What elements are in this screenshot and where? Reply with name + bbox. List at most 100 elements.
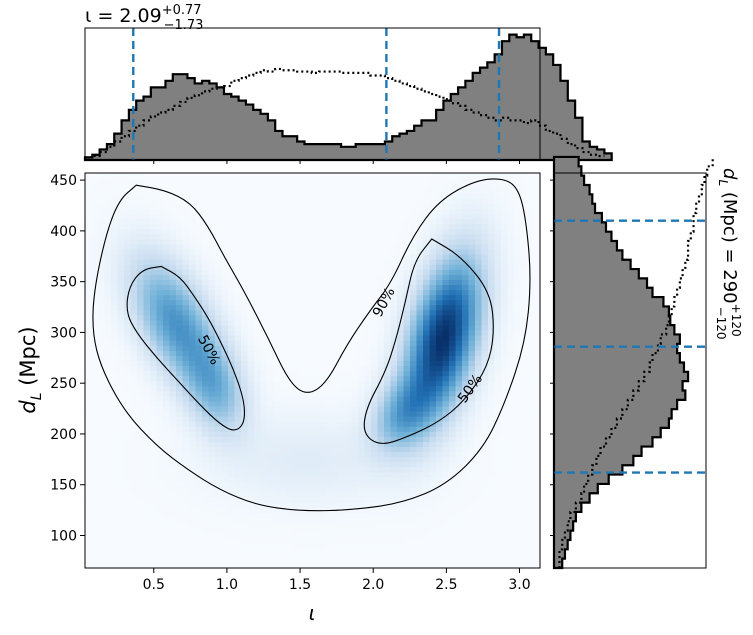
heatmap-cell xyxy=(442,254,450,260)
heatmap-cell xyxy=(377,178,385,184)
heatmap-cell xyxy=(345,436,353,442)
heatmap-cell xyxy=(98,269,106,275)
heatmap-cell xyxy=(286,324,294,331)
heatmap-cell xyxy=(416,324,424,331)
heatmap-cell xyxy=(371,466,379,473)
heatmap-cell xyxy=(358,350,366,356)
heatmap-cell xyxy=(169,395,177,402)
heatmap-cell xyxy=(241,188,249,194)
heatmap-cell xyxy=(436,304,444,311)
heatmap-cell xyxy=(332,486,340,493)
heatmap-cell xyxy=(176,284,184,291)
heatmap-cell xyxy=(468,203,476,210)
heatmap-cell xyxy=(325,350,333,356)
heatmap-cell xyxy=(429,243,437,250)
heatmap-cell xyxy=(390,542,398,549)
heatmap-cell xyxy=(130,233,138,240)
heatmap-cell xyxy=(130,213,138,220)
heatmap-cell xyxy=(91,345,99,351)
heatmap-cell xyxy=(124,421,132,427)
heatmap-cell xyxy=(215,324,223,331)
heatmap-cell xyxy=(293,385,301,392)
heatmap-cell xyxy=(189,400,197,407)
heatmap-cell xyxy=(137,492,145,498)
heatmap-cell xyxy=(416,527,424,534)
heatmap-cell xyxy=(234,289,242,296)
heatmap-cell xyxy=(143,254,151,260)
heatmap-cell xyxy=(475,426,483,432)
heatmap-cell xyxy=(150,259,158,265)
heatmap-cell xyxy=(332,289,340,296)
heatmap-cell xyxy=(351,436,359,442)
heatmap-cell xyxy=(189,289,197,296)
heatmap-cell xyxy=(273,461,281,468)
heatmap-cell xyxy=(124,400,132,407)
heatmap-cell xyxy=(442,385,450,392)
heatmap-cell xyxy=(208,319,216,326)
heatmap-cell xyxy=(429,324,437,331)
heatmap-cell xyxy=(468,319,476,326)
heatmap-cell xyxy=(280,370,288,377)
heatmap-cell xyxy=(377,481,385,488)
heatmap-cell xyxy=(455,441,463,448)
heatmap-cell xyxy=(228,345,236,351)
heatmap-cell xyxy=(306,471,314,478)
heatmap-cell xyxy=(455,436,463,442)
heatmap-cell xyxy=(215,542,223,549)
heatmap-cell xyxy=(176,385,184,392)
heatmap-cell xyxy=(156,314,164,321)
heatmap-cell xyxy=(104,532,112,539)
heatmap-cell xyxy=(319,329,327,336)
heatmap-cell xyxy=(143,248,151,255)
heatmap-cell xyxy=(475,431,483,437)
heatmap-cell xyxy=(195,340,203,346)
heatmap-cell xyxy=(293,375,301,382)
heatmap-cell xyxy=(85,345,93,351)
heatmap-cell xyxy=(202,319,210,326)
heatmap-cell xyxy=(319,375,327,382)
heatmap-cell xyxy=(423,213,431,220)
heatmap-cell xyxy=(481,289,489,296)
heatmap-cell xyxy=(260,309,268,316)
heatmap-cell xyxy=(351,314,359,321)
heatmap-cell xyxy=(247,269,255,275)
heatmap-cell xyxy=(423,492,431,498)
heatmap-cell xyxy=(247,421,255,427)
heatmap-cell xyxy=(169,557,177,564)
heatmap-cell xyxy=(260,243,268,250)
heatmap-cell xyxy=(358,562,366,569)
heatmap-cell xyxy=(85,248,93,255)
heatmap-cell xyxy=(345,486,353,493)
heatmap-cell xyxy=(143,324,151,331)
heatmap-cell xyxy=(332,218,340,225)
heatmap-cell xyxy=(286,497,294,503)
heatmap-cell xyxy=(293,512,301,518)
heatmap-cell xyxy=(169,254,177,260)
heatmap-cell xyxy=(182,264,190,270)
heatmap-cell xyxy=(371,507,379,513)
heatmap-cell xyxy=(254,299,262,306)
heatmap-cell xyxy=(429,562,437,569)
heatmap-cell xyxy=(254,446,262,453)
heatmap-cell xyxy=(358,335,366,341)
heatmap-cell xyxy=(137,517,145,524)
heatmap-cell xyxy=(371,203,379,210)
heatmap-cell xyxy=(410,517,418,524)
heatmap-cell xyxy=(111,309,119,316)
heatmap-cell xyxy=(130,557,138,564)
heatmap-cell xyxy=(260,203,268,210)
heatmap-cell xyxy=(163,527,171,534)
heatmap-cell xyxy=(195,481,203,488)
heatmap-cell xyxy=(455,446,463,453)
heatmap-cell xyxy=(254,441,262,448)
heatmap-cell xyxy=(208,178,216,184)
heatmap-cell xyxy=(299,208,307,215)
heatmap-cell xyxy=(280,451,288,458)
heatmap-cell xyxy=(221,390,229,397)
heatmap-cell xyxy=(488,466,496,473)
heatmap-cell xyxy=(254,512,262,518)
heatmap-cell xyxy=(260,223,268,230)
heatmap-cell xyxy=(371,375,379,382)
heatmap-cell xyxy=(169,294,177,301)
